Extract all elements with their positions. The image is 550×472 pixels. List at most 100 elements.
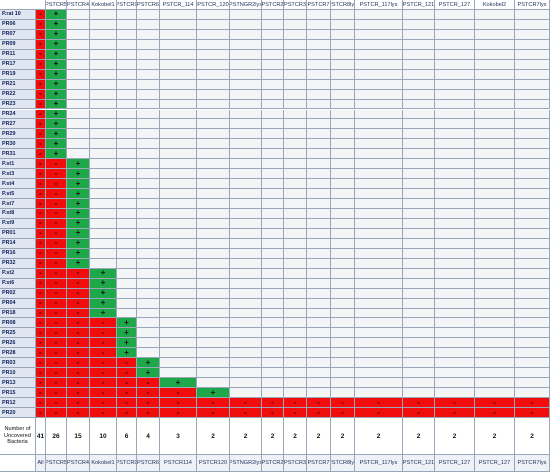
uncovered-count: 2 [262, 418, 284, 455]
matrix-cell [117, 209, 137, 219]
matrix-cell [137, 149, 160, 160]
matrix-cell [435, 248, 475, 259]
matrix-cell [355, 139, 403, 150]
matrix-cell [197, 358, 230, 369]
matrix-cell [307, 149, 331, 160]
matrix-cell [403, 139, 435, 150]
matrix-cell: + [117, 348, 137, 359]
matrix-cell [137, 99, 160, 110]
matrix-cell [197, 209, 230, 219]
matrix-cell [160, 209, 197, 219]
matrix-cell: + [46, 129, 67, 140]
matrix-cell [197, 278, 230, 289]
matrix-cell [515, 59, 550, 70]
matrix-cell [435, 49, 475, 60]
matrix-cell [355, 298, 403, 309]
matrix-cell [137, 39, 160, 50]
matrix-cell [307, 59, 331, 70]
matrix-cell: - [36, 69, 46, 80]
matrix-cell [67, 10, 90, 20]
matrix-cell: + [46, 139, 67, 150]
matrix-cell [160, 218, 197, 229]
matrix-cell [284, 19, 307, 30]
column-header: PSTCR_120 [197, 0, 230, 10]
matrix-cell [160, 258, 197, 269]
matrix-cell [230, 278, 262, 289]
uncovered-count: 6 [117, 418, 137, 455]
column-header: PSTCR7lys [515, 0, 550, 10]
matrix-cell [230, 119, 262, 130]
matrix-cell [230, 328, 262, 339]
row-label: PR16 [0, 248, 36, 259]
matrix-cell [284, 338, 307, 349]
matrix-cell [160, 10, 197, 20]
row-label: PR30 [0, 139, 36, 150]
matrix-cell [197, 119, 230, 130]
matrix-cell [197, 129, 230, 140]
column-footer: PSTCR2 [262, 455, 284, 472]
matrix-cell: - [515, 408, 550, 418]
matrix-cell [435, 368, 475, 379]
matrix-cell [284, 29, 307, 40]
matrix-cell [117, 228, 137, 239]
matrix-cell [435, 10, 475, 20]
matrix-cell: + [67, 199, 90, 209]
matrix-cell [230, 109, 262, 120]
matrix-cell [515, 10, 550, 20]
matrix-cell: + [197, 388, 230, 399]
matrix-cell [284, 328, 307, 339]
matrix-cell: + [46, 39, 67, 50]
matrix-cell: - [36, 29, 46, 40]
column-footer: Kokobel1 [90, 455, 117, 472]
matrix-cell [137, 199, 160, 209]
matrix-cell [515, 49, 550, 60]
matrix-cell [515, 278, 550, 289]
matrix-cell [475, 258, 515, 269]
row-label: PR27 [0, 119, 36, 130]
matrix-cell [284, 79, 307, 90]
matrix-cell [137, 248, 160, 259]
matrix-cell: - [117, 378, 137, 389]
matrix-cell [262, 238, 284, 249]
matrix-cell [160, 199, 197, 209]
matrix-cell: - [36, 358, 46, 369]
matrix-cell: - [117, 408, 137, 418]
matrix-cell [262, 99, 284, 110]
matrix-cell [435, 39, 475, 50]
matrix-cell [475, 159, 515, 170]
matrix-cell [475, 89, 515, 100]
matrix-cell [230, 209, 262, 219]
uncovered-count: 26 [46, 418, 67, 455]
matrix-cell [67, 39, 90, 50]
matrix-cell [137, 298, 160, 309]
column-header: PSTCR_121 [403, 0, 435, 10]
matrix-cell [197, 268, 230, 279]
column-footer: PSTNGR2lys [230, 455, 262, 472]
matrix-cell [160, 248, 197, 259]
matrix-cell [160, 348, 197, 359]
matrix-cell [403, 238, 435, 249]
row-label: PR31 [0, 149, 36, 160]
matrix-cell [197, 19, 230, 30]
matrix-cell [331, 19, 355, 30]
matrix-cell [284, 228, 307, 239]
matrix-cell [262, 288, 284, 299]
matrix-cell [230, 169, 262, 180]
matrix-cell [137, 228, 160, 239]
matrix-cell [403, 388, 435, 399]
row-label: P.st1 [0, 159, 36, 170]
matrix-cell [230, 368, 262, 379]
matrix-cell [137, 79, 160, 90]
matrix-cell [355, 119, 403, 130]
matrix-cell [262, 109, 284, 120]
matrix-cell [67, 59, 90, 70]
matrix-cell [355, 109, 403, 120]
matrix-cell [262, 358, 284, 369]
matrix-cell [262, 169, 284, 180]
column-header: PSTCR9 [117, 0, 137, 10]
matrix-cell [90, 39, 117, 50]
matrix-cell [475, 288, 515, 299]
matrix-cell [435, 378, 475, 389]
matrix-cell [90, 139, 117, 150]
matrix-cell [90, 199, 117, 209]
